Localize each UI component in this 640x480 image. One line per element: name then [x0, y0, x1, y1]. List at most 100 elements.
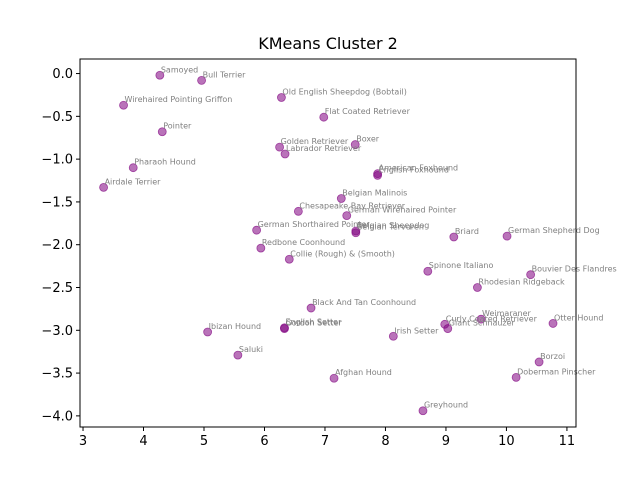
data-point [155, 70, 165, 80]
point-label: Saluki [239, 345, 263, 354]
point-label: Belgian Malinois [342, 188, 407, 197]
data-point [476, 314, 486, 324]
point-label: Boxer [356, 135, 380, 144]
data-point [280, 149, 290, 159]
data-point [342, 211, 352, 221]
point-label: Golden Retriever [281, 137, 349, 146]
data-point [306, 303, 316, 313]
point-label: Doberman Pinscher [517, 367, 596, 376]
point-label: Wirehaired Pointing Griffon [125, 95, 233, 104]
x-tick-label: 3 [79, 434, 87, 449]
x-tick-label: 10 [498, 434, 515, 449]
point-label: German Shorthaired Pointer [258, 220, 371, 229]
data-point [548, 319, 558, 328]
data-point [449, 232, 459, 242]
point-label: Pointer [163, 122, 192, 131]
point-label: Spinone Italiano [429, 261, 494, 270]
y-tick-label: −2.0 [41, 238, 73, 253]
data-point [373, 170, 383, 180]
data-point [336, 194, 346, 203]
point-label: German Wirehaired Pointer [348, 206, 457, 215]
x-tick-label: 8 [381, 434, 389, 449]
data-point [252, 225, 262, 235]
point-label: Curly Coated Retriever [446, 314, 538, 323]
point-label: Afghan Hound [335, 368, 392, 377]
point-label: Gordon Setter [285, 319, 342, 328]
x-tick-label: 7 [321, 434, 329, 449]
point-label: Belgian Sheepdog [357, 221, 430, 230]
data-point [280, 324, 289, 333]
data-point [275, 142, 285, 152]
point-label: Pharaoh Hound [134, 158, 196, 167]
point-label: Greyhound [424, 401, 468, 410]
y-tick-label: −2.5 [41, 281, 73, 296]
chart-title: KMeans Cluster 2 [258, 34, 398, 53]
point-label: English Setter [285, 318, 342, 327]
x-tick-label: 6 [260, 434, 268, 449]
point-label: Giant Schnauzer [449, 319, 516, 328]
data-point [233, 350, 243, 360]
data-point [99, 182, 108, 192]
data-point [277, 93, 286, 102]
data-point [293, 206, 303, 216]
data-point [284, 254, 294, 264]
data-point [128, 163, 138, 173]
data-point [443, 324, 453, 333]
data-point [526, 270, 536, 280]
point-label: Labrador Retriever [286, 144, 362, 153]
data-point [157, 127, 167, 137]
data-point [197, 75, 206, 85]
point-label: Airdale Terrier [105, 177, 162, 186]
y-tick-label: −1.0 [41, 153, 73, 168]
point-label: Borzoi [540, 352, 565, 361]
point-label: Black And Tan Coonhound [312, 298, 416, 307]
point-label: Chesapeake Bay Retriever [299, 201, 405, 210]
point-label: Ibizan Hound [209, 322, 262, 331]
point-label: Rhodesian Ridgeback [478, 278, 565, 287]
x-tick-label: 4 [139, 434, 147, 449]
point-label: Bouvier Des Flandres [532, 265, 617, 274]
point-label: Flat Coated Retriever [325, 107, 411, 116]
y-tick-label: −3.0 [41, 324, 73, 339]
data-point [511, 372, 521, 382]
y-tick-label: 0.0 [52, 67, 73, 82]
data-point [256, 243, 266, 253]
point-label: Otter Hound [554, 313, 603, 322]
data-point [329, 373, 339, 383]
data-points [99, 70, 558, 416]
point-label: American Foxhound [379, 164, 459, 173]
data-point [350, 140, 360, 149]
x-tick-label: 11 [559, 434, 576, 449]
point-label: Bull Terrier [203, 70, 247, 79]
plot-area-frame [79, 58, 577, 428]
point-label: Samoyed [161, 65, 198, 74]
data-point [418, 406, 428, 416]
y-tick-label: −3.5 [41, 367, 73, 382]
point-label: Irish Setter [394, 326, 439, 335]
point-label: German Shepherd Dog [508, 226, 600, 235]
data-point [351, 228, 361, 238]
point-label: Redbone Coonhound [262, 238, 345, 247]
x-tick-label: 5 [200, 434, 208, 449]
point-label: Collie (Rough) & (Smooth) [290, 249, 395, 258]
x-axis: 3 4 5 6 7 8 9 10 11 [79, 427, 575, 449]
y-axis: 0.0 −0.5 −1.0 −1.5 −2.0 −2.5 −3.0 −3.5 −4.0 [41, 67, 80, 424]
data-point [203, 327, 213, 337]
x-tick-label: 9 [442, 434, 450, 449]
data-point [388, 331, 398, 341]
point-label: Old English Sheepdog (Bobtail) [282, 88, 406, 97]
data-point [423, 266, 433, 276]
point-label: Belgian Tervuren [357, 223, 424, 232]
y-tick-label: −4.0 [41, 409, 73, 424]
data-point [473, 283, 482, 292]
y-tick-label: −1.5 [41, 195, 73, 210]
point-label: English Foxhound [379, 165, 449, 174]
point-label: Weimaraner [482, 309, 531, 318]
data-point [319, 112, 329, 122]
y-tick-label: −0.5 [41, 110, 73, 125]
data-point [119, 100, 128, 110]
data-point [502, 231, 512, 241]
